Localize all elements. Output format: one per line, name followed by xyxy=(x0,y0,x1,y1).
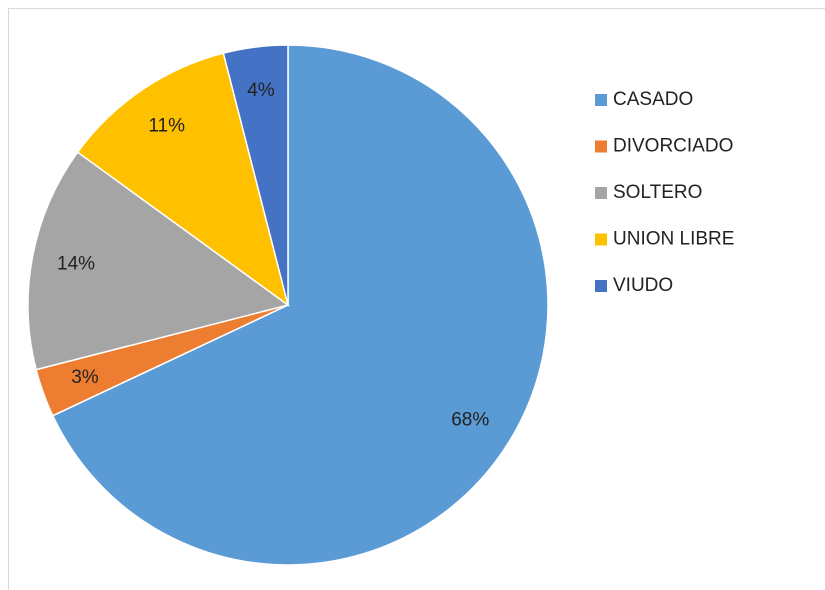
data-label: 14% xyxy=(57,254,95,275)
data-label: 11% xyxy=(148,116,185,137)
legend-label: UNION LIBRE xyxy=(613,229,734,250)
data-label: 68% xyxy=(451,410,489,431)
data-label: 3% xyxy=(71,367,99,388)
legend-label: DIVORCIADO xyxy=(613,136,733,157)
legend-swatch xyxy=(595,187,607,199)
legend-label: CASADO xyxy=(613,89,693,110)
data-label: 4% xyxy=(247,80,275,101)
legend-swatch xyxy=(595,233,607,246)
legend-swatch xyxy=(595,94,607,106)
legend-swatch xyxy=(595,140,607,153)
pie-slice xyxy=(51,44,549,566)
legend-label: VIUDO xyxy=(613,275,673,296)
legend-label: SOLTERO xyxy=(613,182,702,203)
pie-slice xyxy=(27,151,290,371)
pie-slice xyxy=(222,44,289,306)
pie-slice xyxy=(76,52,290,307)
legend-swatch xyxy=(595,280,607,292)
